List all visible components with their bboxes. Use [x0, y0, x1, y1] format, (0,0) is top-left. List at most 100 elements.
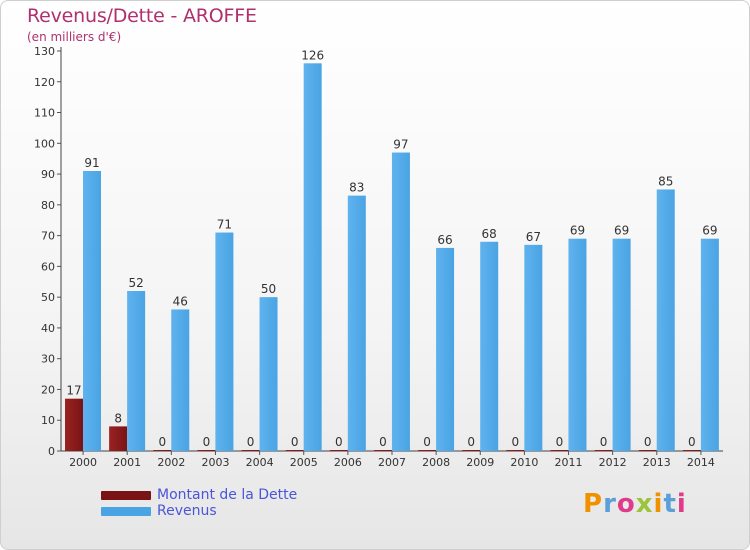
proxiti-logo: Proxiti — [583, 489, 687, 519]
bar-dette — [506, 450, 525, 451]
bar-revenus — [171, 309, 190, 451]
value-label-revenus: 126 — [301, 48, 324, 62]
y-tick-label: 120 — [34, 76, 55, 89]
y-tick-label: 70 — [41, 230, 55, 243]
value-label-revenus: 97 — [393, 138, 408, 152]
x-tick-label: 2010 — [510, 456, 538, 469]
logo-letter: r — [603, 489, 617, 519]
x-tick-label: 2000 — [69, 456, 97, 469]
value-label-revenus: 85 — [658, 174, 673, 188]
value-label-revenus: 83 — [349, 181, 364, 195]
value-label-dette: 0 — [688, 435, 696, 449]
value-label-dette: 0 — [379, 435, 387, 449]
y-tick-label: 110 — [34, 107, 55, 120]
legend: Montant de la Dette Revenus — [101, 487, 297, 519]
bar-dette — [285, 450, 304, 451]
value-label-dette: 0 — [335, 435, 343, 449]
bar-dette — [65, 398, 83, 451]
x-tick-label: 2006 — [334, 456, 362, 469]
bar-dette — [594, 450, 613, 451]
bar-revenus — [259, 297, 278, 451]
logo-letter: x — [635, 489, 654, 519]
value-label-dette: 0 — [512, 435, 520, 449]
bar-revenus — [612, 238, 631, 451]
bar-revenus — [436, 247, 455, 451]
value-label-dette: 0 — [158, 435, 166, 449]
chart-subtitle: (en milliers d'€) — [27, 30, 122, 44]
y-tick-label: 20 — [41, 383, 55, 396]
value-label-dette: 0 — [203, 435, 211, 449]
bar-dette — [638, 450, 657, 451]
bar-dette — [550, 450, 569, 451]
legend-swatch-dette — [101, 490, 151, 500]
y-tick-label: 0 — [48, 445, 55, 458]
y-tick-label: 40 — [41, 322, 55, 335]
value-label-revenus: 46 — [173, 294, 188, 308]
x-tick-label: 2013 — [643, 456, 671, 469]
bar-revenus — [480, 241, 499, 451]
value-label-revenus: 67 — [526, 230, 541, 244]
value-label-dette: 0 — [247, 435, 255, 449]
bar-revenus — [656, 189, 675, 451]
bar-revenus — [700, 238, 719, 451]
bar-dette — [373, 450, 392, 451]
value-label-dette: 0 — [467, 435, 475, 449]
legend-label-revenus: Revenus — [157, 503, 217, 519]
legend-swatch-revenus — [101, 506, 151, 516]
bar-dette — [462, 450, 481, 451]
logo-letter: i — [676, 489, 687, 519]
value-label-revenus: 50 — [261, 282, 276, 296]
bar-revenus — [215, 232, 234, 451]
bar-dette — [241, 450, 260, 451]
value-label-dette: 0 — [556, 435, 564, 449]
bar-dette — [197, 450, 216, 451]
y-tick-label: 100 — [34, 137, 55, 150]
x-tick-label: 2009 — [466, 456, 494, 469]
x-tick-label: 2012 — [599, 456, 627, 469]
value-label-revenus: 69 — [702, 224, 717, 238]
y-tick-label: 90 — [41, 168, 55, 181]
bar-dette — [109, 426, 128, 451]
legend-item-dette: Montant de la Dette — [101, 487, 297, 503]
bar-revenus — [568, 238, 587, 451]
legend-item-revenus: Revenus — [101, 503, 297, 519]
bar-revenus — [127, 291, 146, 451]
y-tick-label: 50 — [41, 291, 55, 304]
value-label-dette: 0 — [291, 435, 299, 449]
bar-dette — [682, 450, 701, 451]
x-tick-label: 2001 — [113, 456, 141, 469]
bar-revenus — [391, 152, 410, 452]
value-label-dette: 0 — [600, 435, 608, 449]
value-label-revenus: 69 — [614, 224, 629, 238]
y-tick-label: 10 — [41, 414, 55, 427]
x-tick-label: 2008 — [422, 456, 450, 469]
bar-dette — [153, 450, 172, 451]
x-tick-label: 2011 — [555, 456, 583, 469]
bar-revenus — [83, 171, 101, 451]
bar-revenus — [303, 63, 322, 452]
logo-letter: t — [663, 489, 677, 519]
chart-title: Revenus/Dette - AROFFE — [27, 5, 257, 27]
x-tick-label: 2007 — [378, 456, 406, 469]
value-label-revenus: 69 — [570, 224, 585, 238]
x-tick-label: 2002 — [157, 456, 185, 469]
value-label-dette: 17 — [66, 384, 81, 398]
bar-dette — [418, 450, 437, 451]
bar-revenus — [347, 195, 366, 451]
y-tick-label: 30 — [41, 353, 55, 366]
y-tick-label: 80 — [41, 199, 55, 212]
value-label-dette: 0 — [423, 435, 431, 449]
legend-label-dette: Montant de la Dette — [157, 487, 298, 503]
value-label-revenus: 52 — [128, 276, 143, 290]
logo-letter: o — [616, 489, 636, 519]
x-tick-label: 2004 — [246, 456, 274, 469]
logo-letter: P — [583, 489, 604, 519]
bar-dette — [329, 450, 348, 451]
value-label-revenus: 68 — [482, 227, 497, 241]
value-label-revenus: 91 — [84, 156, 99, 170]
y-tick-label: 60 — [41, 260, 55, 273]
logo-letter: i — [653, 489, 664, 519]
x-tick-label: 2014 — [687, 456, 715, 469]
